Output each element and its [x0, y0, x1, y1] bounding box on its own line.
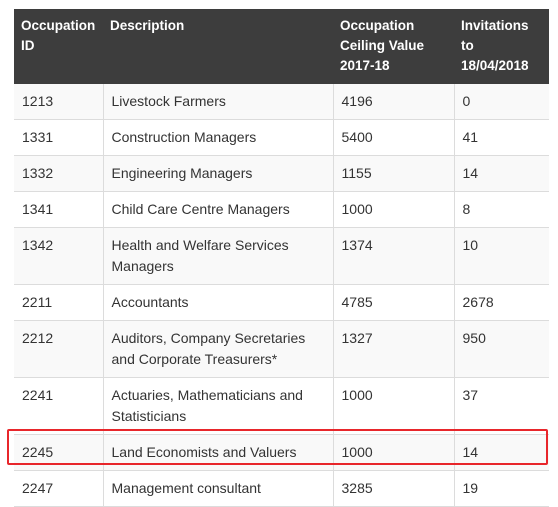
table-header: Occupation ID Description Occupation Cei…: [14, 9, 549, 84]
cell-ceiling-value: 1000: [333, 377, 455, 435]
header-description: Description: [103, 9, 333, 84]
cell-description: Health and Welfare Services Managers: [103, 227, 334, 285]
cell-description: Actuaries, Mathematicians and Statistici…: [103, 377, 334, 435]
header-invitations: Invitations to 18/04/2018: [454, 9, 549, 84]
table-row: 2212 Auditors, Company Secretaries and C…: [14, 320, 549, 378]
cell-invitations: 41: [454, 119, 549, 156]
header-ceiling-value: Occupation Ceiling Value 2017-18: [333, 9, 454, 84]
cell-occupation-id: 2212: [14, 320, 104, 378]
cell-occupation-id: 1341: [14, 191, 104, 228]
cell-occupation-id: 2245: [14, 434, 104, 471]
cell-ceiling-value: 4196: [333, 84, 455, 120]
cell-invitations: 10: [454, 227, 549, 285]
cell-description: Accountants: [103, 284, 334, 321]
cell-invitations: 950: [454, 320, 549, 378]
table-row: 2247 Management consultant 3285 19: [14, 470, 549, 507]
table-row: 2241 Actuaries, Mathematicians and Stati…: [14, 377, 549, 435]
cell-ceiling-value: 4785: [333, 284, 455, 321]
cell-invitations: 8: [454, 191, 549, 228]
cell-invitations: 19: [454, 470, 549, 507]
table-body: 1213 Livestock Farmers 4196 0 1331 Const…: [14, 84, 549, 507]
table-row: 1331 Construction Managers 5400 41: [14, 119, 549, 156]
cell-invitations: 2678: [454, 284, 549, 321]
header-row: Occupation ID Description Occupation Cei…: [14, 9, 549, 84]
cell-ceiling-value: 5400: [333, 119, 455, 156]
cell-occupation-id: 1331: [14, 119, 104, 156]
table-row: 1213 Livestock Farmers 4196 0: [14, 84, 549, 120]
cell-ceiling-value: 1327: [333, 320, 455, 378]
table-row: 1332 Engineering Managers 1155 14: [14, 155, 549, 192]
cell-description: Child Care Centre Managers: [103, 191, 334, 228]
cell-description: Livestock Farmers: [103, 84, 334, 120]
cell-invitations: 14: [454, 434, 549, 471]
cell-invitations: 14: [454, 155, 549, 192]
cell-ceiling-value: 1155: [333, 155, 455, 192]
cell-ceiling-value: 1374: [333, 227, 455, 285]
cell-ceiling-value: 1000: [333, 191, 455, 228]
occupation-table: Occupation ID Description Occupation Cei…: [14, 9, 549, 507]
table-row: 1342 Health and Welfare Services Manager…: [14, 227, 549, 285]
cell-invitations: 37: [454, 377, 549, 435]
cell-ceiling-value: 1000: [333, 434, 455, 471]
table-row: 1341 Child Care Centre Managers 1000 8: [14, 191, 549, 228]
cell-occupation-id: 2247: [14, 470, 104, 507]
cell-description: Management consultant: [103, 470, 334, 507]
cell-occupation-id: 1213: [14, 84, 104, 120]
cell-ceiling-value: 3285: [333, 470, 455, 507]
cell-description: Construction Managers: [103, 119, 334, 156]
cell-occupation-id: 1332: [14, 155, 104, 192]
cell-occupation-id: 1342: [14, 227, 104, 285]
table-row: 2211 Accountants 4785 2678: [14, 284, 549, 321]
table-row-highlighted: 2245 Land Economists and Valuers 1000 14: [14, 434, 549, 471]
cell-description: Land Economists and Valuers: [103, 434, 334, 471]
cell-invitations: 0: [454, 84, 549, 120]
cell-description: Auditors, Company Secretaries and Corpor…: [103, 320, 334, 378]
cell-description: Engineering Managers: [103, 155, 334, 192]
cell-occupation-id: 2241: [14, 377, 104, 435]
header-occupation-id: Occupation ID: [14, 9, 103, 84]
cell-occupation-id: 2211: [14, 284, 104, 321]
